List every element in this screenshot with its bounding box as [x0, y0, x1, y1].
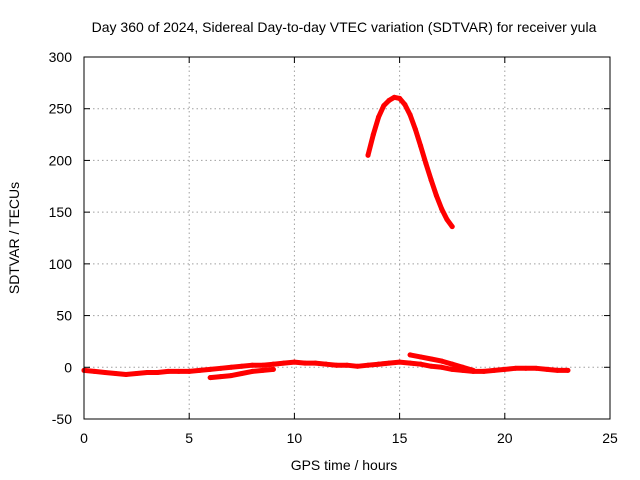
data-point — [407, 112, 413, 118]
data-point — [449, 361, 455, 367]
data-point — [312, 360, 318, 366]
data-point — [249, 368, 255, 374]
y-tick-label: 50 — [56, 308, 72, 324]
axis-ticks: 0 5 10 15 20 25 -50 0 50 100 150 200 250 300 — [49, 49, 618, 446]
data-point — [134, 370, 140, 376]
y-tick-label: 300 — [49, 49, 73, 65]
data-point — [218, 374, 224, 380]
data-point — [207, 375, 213, 381]
data-point — [407, 360, 413, 366]
y-axis-label: SDTVAR / TECUs — [6, 182, 22, 294]
data-point — [370, 132, 376, 138]
y-tick-label: -50 — [52, 411, 72, 427]
y-tick-label: 0 — [64, 359, 72, 375]
data-point — [439, 364, 445, 370]
data-point — [491, 367, 497, 373]
x-tick-label: 5 — [185, 430, 193, 446]
data-point — [512, 365, 518, 371]
data-point — [144, 369, 150, 375]
data-point — [428, 356, 434, 362]
data-point — [92, 368, 98, 374]
x-axis-label: GPS time / hours — [291, 457, 398, 473]
data-point — [113, 370, 119, 376]
data-point — [365, 362, 371, 368]
y-tick-label: 250 — [49, 101, 73, 117]
data-point — [281, 360, 287, 366]
data-point — [439, 358, 445, 364]
data-point — [502, 366, 508, 372]
data-point — [123, 372, 129, 378]
x-tick-label: 25 — [602, 430, 618, 446]
plot-frame — [83, 56, 611, 420]
y-tick-label: 200 — [49, 152, 73, 168]
data-point — [418, 143, 424, 149]
data-point — [428, 177, 434, 183]
data-point — [554, 367, 560, 373]
data-point — [386, 360, 392, 366]
data-point — [249, 362, 255, 368]
data-point — [407, 352, 413, 358]
x-tick-label: 0 — [80, 430, 88, 446]
data-point — [386, 97, 392, 103]
data-point — [155, 369, 161, 375]
data-point — [228, 364, 234, 370]
data-point — [228, 373, 234, 379]
data-point — [197, 367, 203, 373]
data-point — [291, 359, 297, 365]
data-point — [376, 114, 382, 120]
data-point — [207, 366, 213, 372]
data-point — [376, 361, 382, 367]
data-point — [397, 359, 403, 365]
data-point — [449, 224, 455, 230]
data-point — [439, 206, 445, 212]
data-point — [239, 363, 245, 369]
data-point — [260, 367, 266, 373]
data-point — [344, 362, 350, 368]
x-tick-label: 10 — [287, 430, 303, 446]
data-point — [302, 360, 308, 366]
data-point — [323, 361, 329, 367]
data-point — [460, 364, 466, 370]
data-point — [533, 365, 539, 371]
data-point — [402, 102, 408, 108]
data-point — [444, 216, 450, 222]
data-point — [481, 368, 487, 374]
data-point — [176, 368, 182, 374]
data-point — [470, 367, 476, 373]
data-point — [423, 161, 429, 167]
data-point — [102, 369, 108, 375]
data-point — [418, 354, 424, 360]
data-point — [544, 366, 550, 372]
data-point — [565, 367, 571, 373]
data-point — [355, 363, 361, 369]
data-point — [218, 365, 224, 371]
data-point — [239, 370, 245, 376]
data-point — [449, 366, 455, 372]
data-point — [270, 366, 276, 372]
data-point — [260, 362, 266, 368]
data-point — [397, 95, 403, 101]
data-point — [428, 363, 434, 369]
data-point — [391, 94, 397, 100]
x-tick-label: 15 — [392, 430, 408, 446]
chart-title: Day 360 of 2024, Sidereal Day-to-day VTE… — [92, 19, 597, 35]
data-point — [523, 365, 529, 371]
data-point — [165, 368, 171, 374]
data-point — [418, 361, 424, 367]
data-point — [433, 193, 439, 199]
data-point — [270, 361, 276, 367]
data-point — [381, 103, 387, 109]
x-tick-label: 20 — [497, 430, 513, 446]
y-tick-label: 100 — [49, 256, 73, 272]
series-layer — [81, 94, 571, 381]
grid — [84, 57, 610, 419]
data-point — [412, 126, 418, 132]
data-point — [333, 362, 339, 368]
data-point — [186, 368, 192, 374]
y-tick-label: 150 — [49, 204, 73, 220]
data-point — [365, 152, 371, 158]
